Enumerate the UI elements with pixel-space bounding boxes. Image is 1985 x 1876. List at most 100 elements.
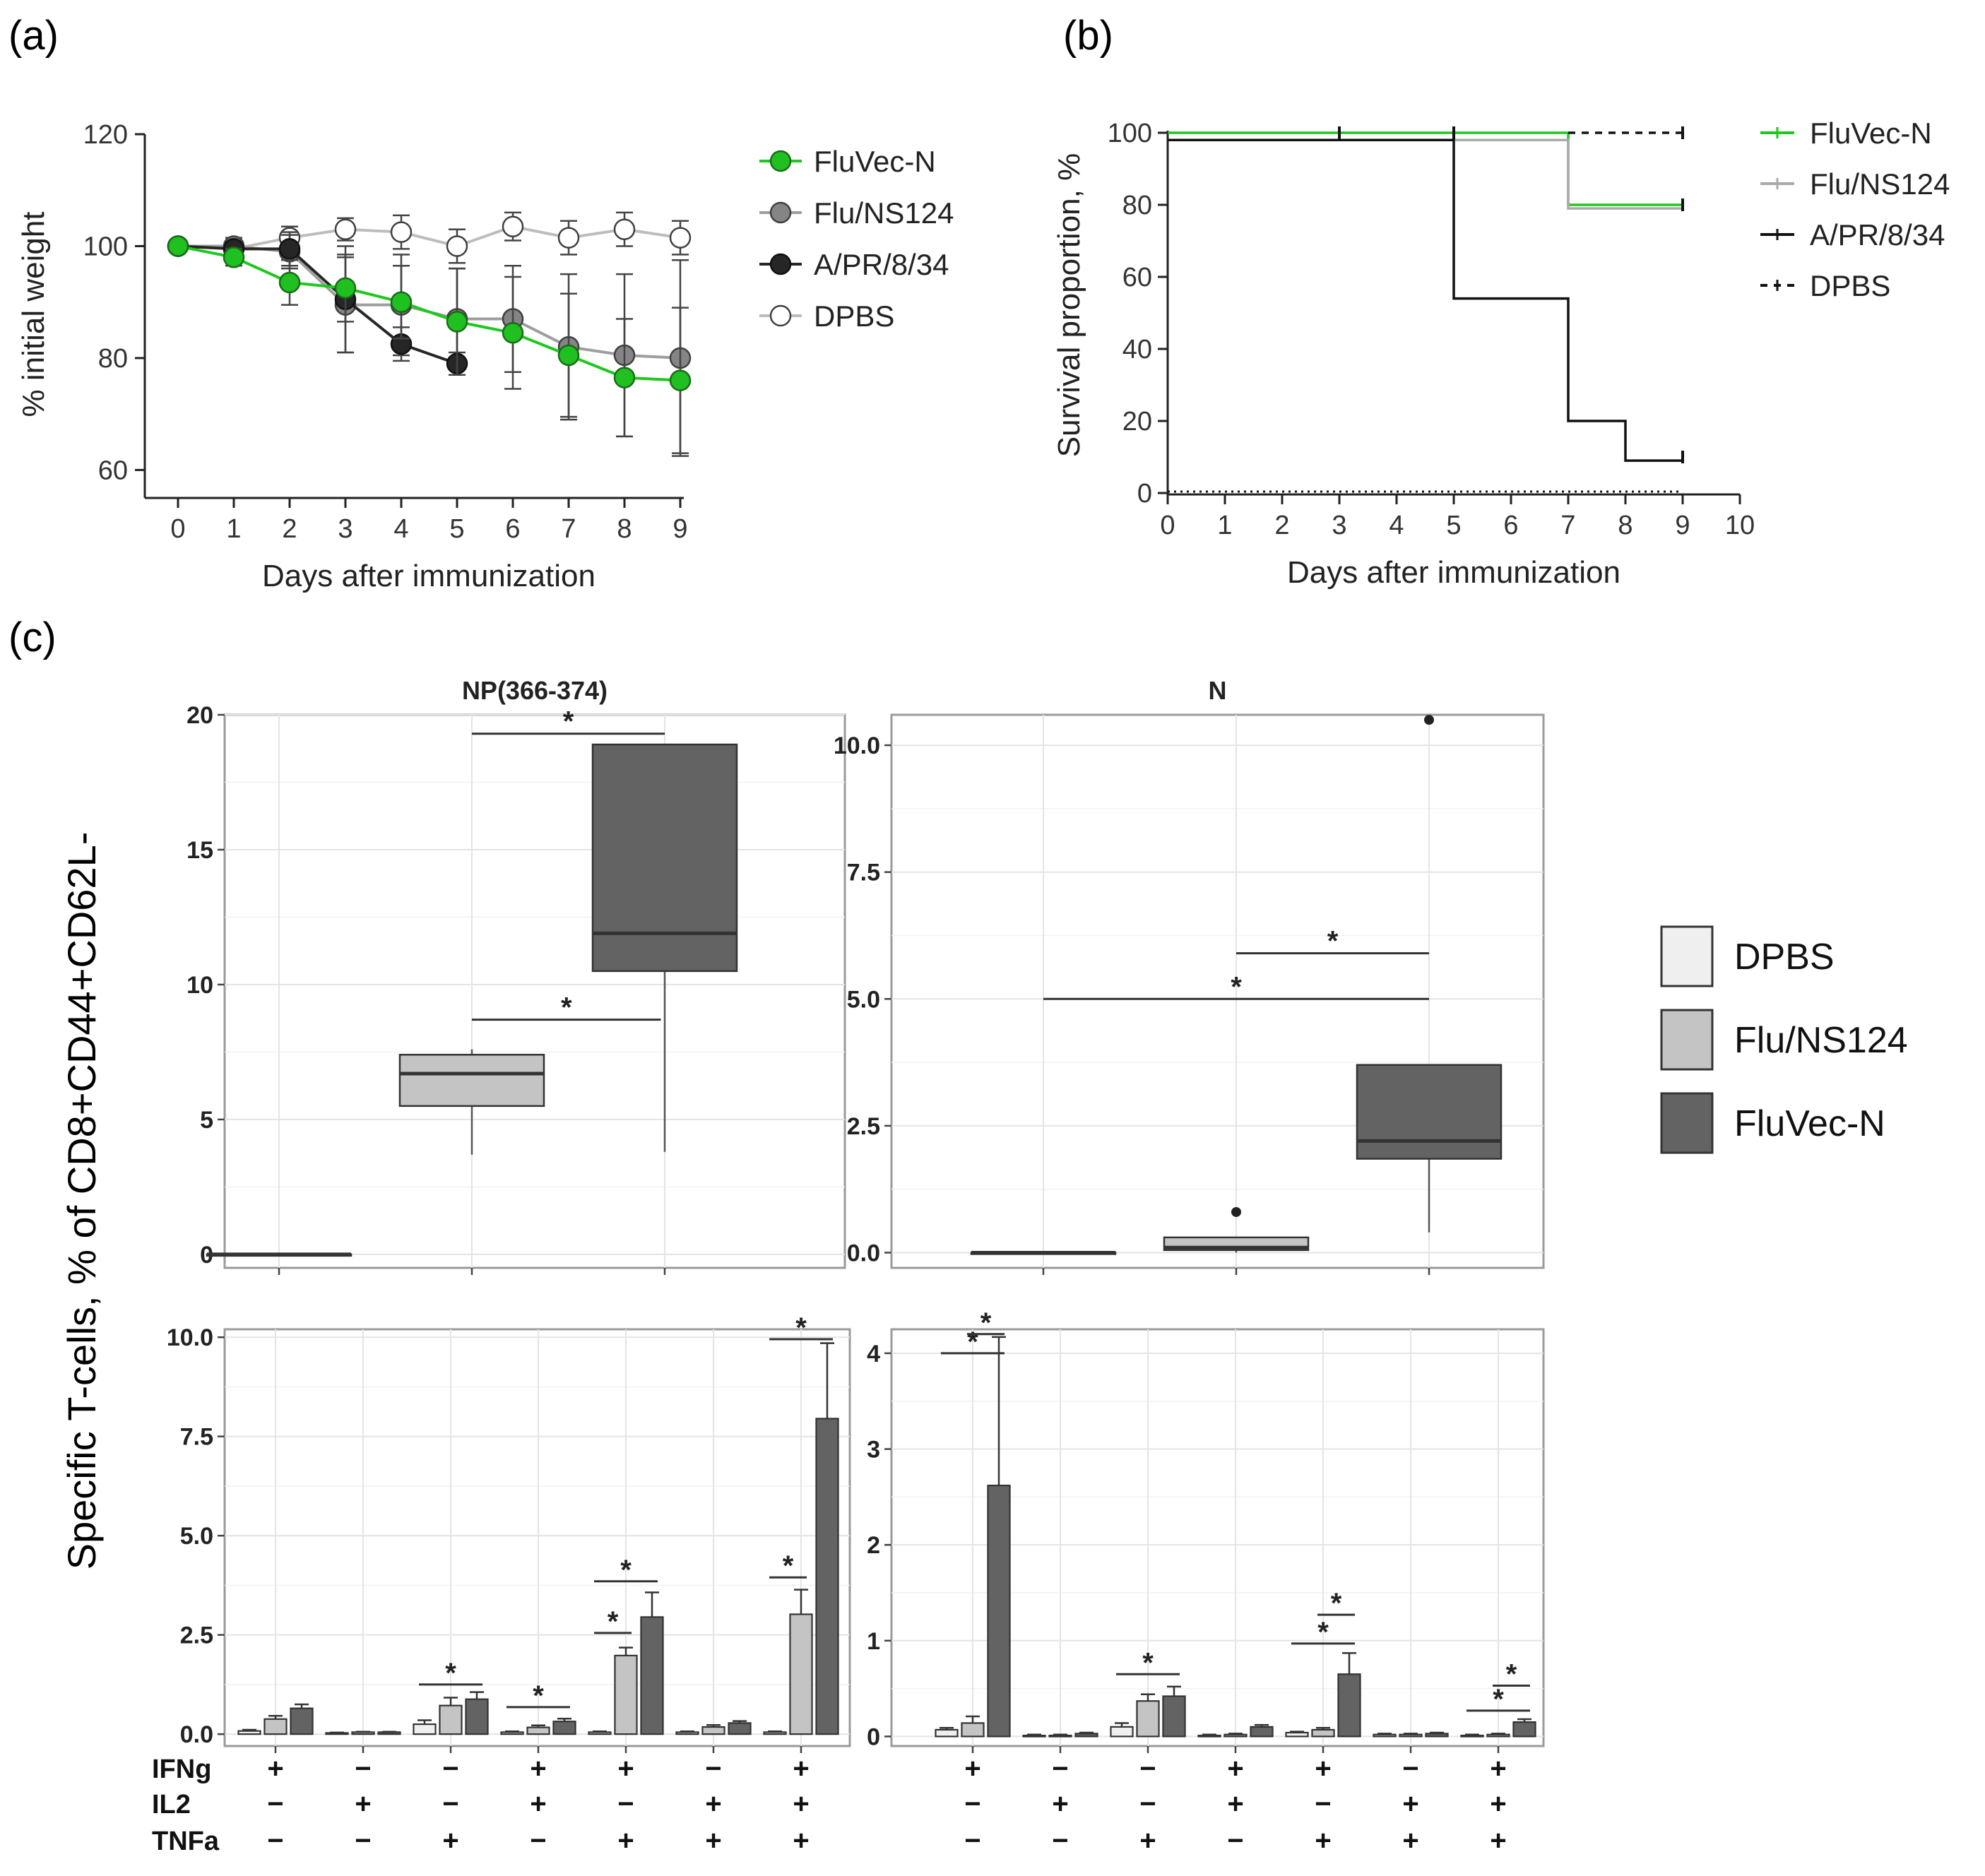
cytokine-sign: + xyxy=(793,1753,809,1784)
cytokine-sign: + xyxy=(530,1753,546,1784)
cytokine-sign: − xyxy=(964,1788,980,1819)
cytokine-sign: + xyxy=(442,1825,458,1856)
legend-marker xyxy=(769,201,792,224)
series-line xyxy=(177,244,681,382)
x-tick-label: 2 xyxy=(1274,511,1289,540)
bar-dpbs xyxy=(588,1731,612,1735)
bar-dpbs xyxy=(1022,1734,1046,1738)
bar-fluns124 xyxy=(1486,1733,1510,1738)
cytokine-sign: + xyxy=(1227,1788,1243,1819)
panel-label-b: (b) xyxy=(1063,13,1113,59)
bar-fluvecn xyxy=(1512,1721,1536,1738)
cytokine-sign: − xyxy=(1227,1825,1243,1856)
y-tick-label: 1 xyxy=(867,1628,880,1655)
y-tick-label: 60 xyxy=(98,456,128,485)
legend-label: FluVec-N xyxy=(1810,117,1932,150)
series-line xyxy=(177,225,681,251)
cytokine-sign: + xyxy=(1490,1788,1506,1819)
cytokine-sign: + xyxy=(617,1753,634,1784)
legend-label: Flu/NS124 xyxy=(1734,1020,1908,1061)
y-tick-label: 40 xyxy=(1122,335,1152,364)
x-tick-label: 6 xyxy=(505,514,520,544)
x-tick-label: 6 xyxy=(1503,511,1518,540)
cytokine-table: IFNg + + − − − − + + + + − − + + IL2 − − + + − − + + − − + + + + TNFa −… xyxy=(152,1753,1507,1856)
y-tick-label: 10 xyxy=(186,972,213,999)
y-tick-label: 100 xyxy=(1108,119,1152,148)
cytokine-sign: − xyxy=(617,1788,634,1819)
y-tick-label: 10.0 xyxy=(167,1324,213,1351)
bar-fluns124 xyxy=(961,1722,985,1738)
y-axis-label: Survival proportion, % xyxy=(1052,153,1086,457)
cytokine-sign: + xyxy=(1315,1825,1331,1856)
y-tick-label: 80 xyxy=(98,344,128,374)
legend-marker xyxy=(769,150,792,172)
data-point xyxy=(557,344,580,367)
x-tick-label: 4 xyxy=(393,514,408,544)
bar-dpbs xyxy=(1197,1734,1221,1738)
cytokine-sign: + xyxy=(267,1753,283,1784)
y-axis-label: % initial weight xyxy=(16,211,51,417)
bar-dpbs xyxy=(237,1730,261,1735)
bar-fluns124 xyxy=(1399,1733,1423,1738)
significance-star: * xyxy=(1493,1684,1504,1715)
bar-dpbs xyxy=(413,1723,437,1735)
bar-fluns124 xyxy=(351,1731,375,1735)
cytokine-sign: + xyxy=(793,1788,809,1819)
bar-fluns124 xyxy=(1223,1733,1248,1738)
legend-label: DPBS xyxy=(1734,937,1835,978)
cytokine-sign: − xyxy=(964,1825,980,1856)
legend-marker xyxy=(769,253,792,275)
bar-dpbs xyxy=(500,1731,524,1735)
cytokine-sign: + xyxy=(355,1788,371,1819)
bar-dpbs xyxy=(763,1731,787,1735)
legend-label: Flu/NS124 xyxy=(814,196,954,230)
significance-star: * xyxy=(1331,1588,1342,1619)
y-tick-label: 3 xyxy=(867,1437,880,1464)
x-tick-label: 0 xyxy=(1160,511,1175,540)
y-tick-label: 5 xyxy=(200,1107,213,1134)
x-tick-label: 8 xyxy=(617,514,632,544)
x-tick-label: 1 xyxy=(1217,511,1232,540)
y-tick-label: 4 xyxy=(867,1341,880,1367)
significance-star: * xyxy=(1327,926,1339,957)
cytokine-sign: − xyxy=(705,1753,721,1784)
x-tick-label: 0 xyxy=(170,514,185,544)
y-tick-label: 0 xyxy=(867,1723,880,1750)
significance-star: * xyxy=(967,1326,978,1358)
series-line xyxy=(178,244,681,360)
cytokine-sign: − xyxy=(530,1825,546,1856)
bar-fluns124 xyxy=(263,1718,288,1735)
significance-star: * xyxy=(561,992,572,1023)
x-tick-label: 8 xyxy=(1618,511,1633,540)
cytokine-sign: − xyxy=(1139,1788,1156,1819)
cytokine-sign: − xyxy=(1315,1788,1331,1819)
legend-swatch xyxy=(1660,1009,1714,1071)
x-axis-label: Days after immunization xyxy=(262,559,596,593)
significance-star: * xyxy=(445,1658,456,1689)
x-tick-label: 10 xyxy=(1725,511,1755,540)
cytokine-sign: + xyxy=(530,1788,546,1819)
y-tick-label: 2.5 xyxy=(180,1622,213,1649)
cytokine-sign: + xyxy=(1139,1825,1156,1856)
bar-fluns124 xyxy=(1048,1734,1072,1738)
cytokine-sign: − xyxy=(442,1753,458,1784)
legend-label: DPBS xyxy=(814,299,894,333)
y-tick-label: 0 xyxy=(1137,479,1152,509)
legend-label: FluVec-N xyxy=(1734,1103,1885,1144)
data-point xyxy=(278,271,301,294)
cytokine-row-label: IFNg xyxy=(152,1755,211,1784)
bar-fluvecn xyxy=(290,1707,314,1735)
y-tick-label: 0.0 xyxy=(847,1240,880,1266)
plot-frame xyxy=(223,713,846,1269)
significance-star: * xyxy=(620,1555,632,1586)
bar-dpbs xyxy=(325,1732,349,1735)
cytokine-row-label: IL2 xyxy=(152,1790,191,1819)
panel-label-a: (a) xyxy=(8,13,59,59)
y-tick-label: 7.5 xyxy=(180,1424,213,1451)
cytokine-sign: + xyxy=(1227,1753,1243,1784)
bar-fluvecn xyxy=(377,1731,401,1735)
significance-star: * xyxy=(533,1680,544,1711)
series-line xyxy=(177,244,458,365)
